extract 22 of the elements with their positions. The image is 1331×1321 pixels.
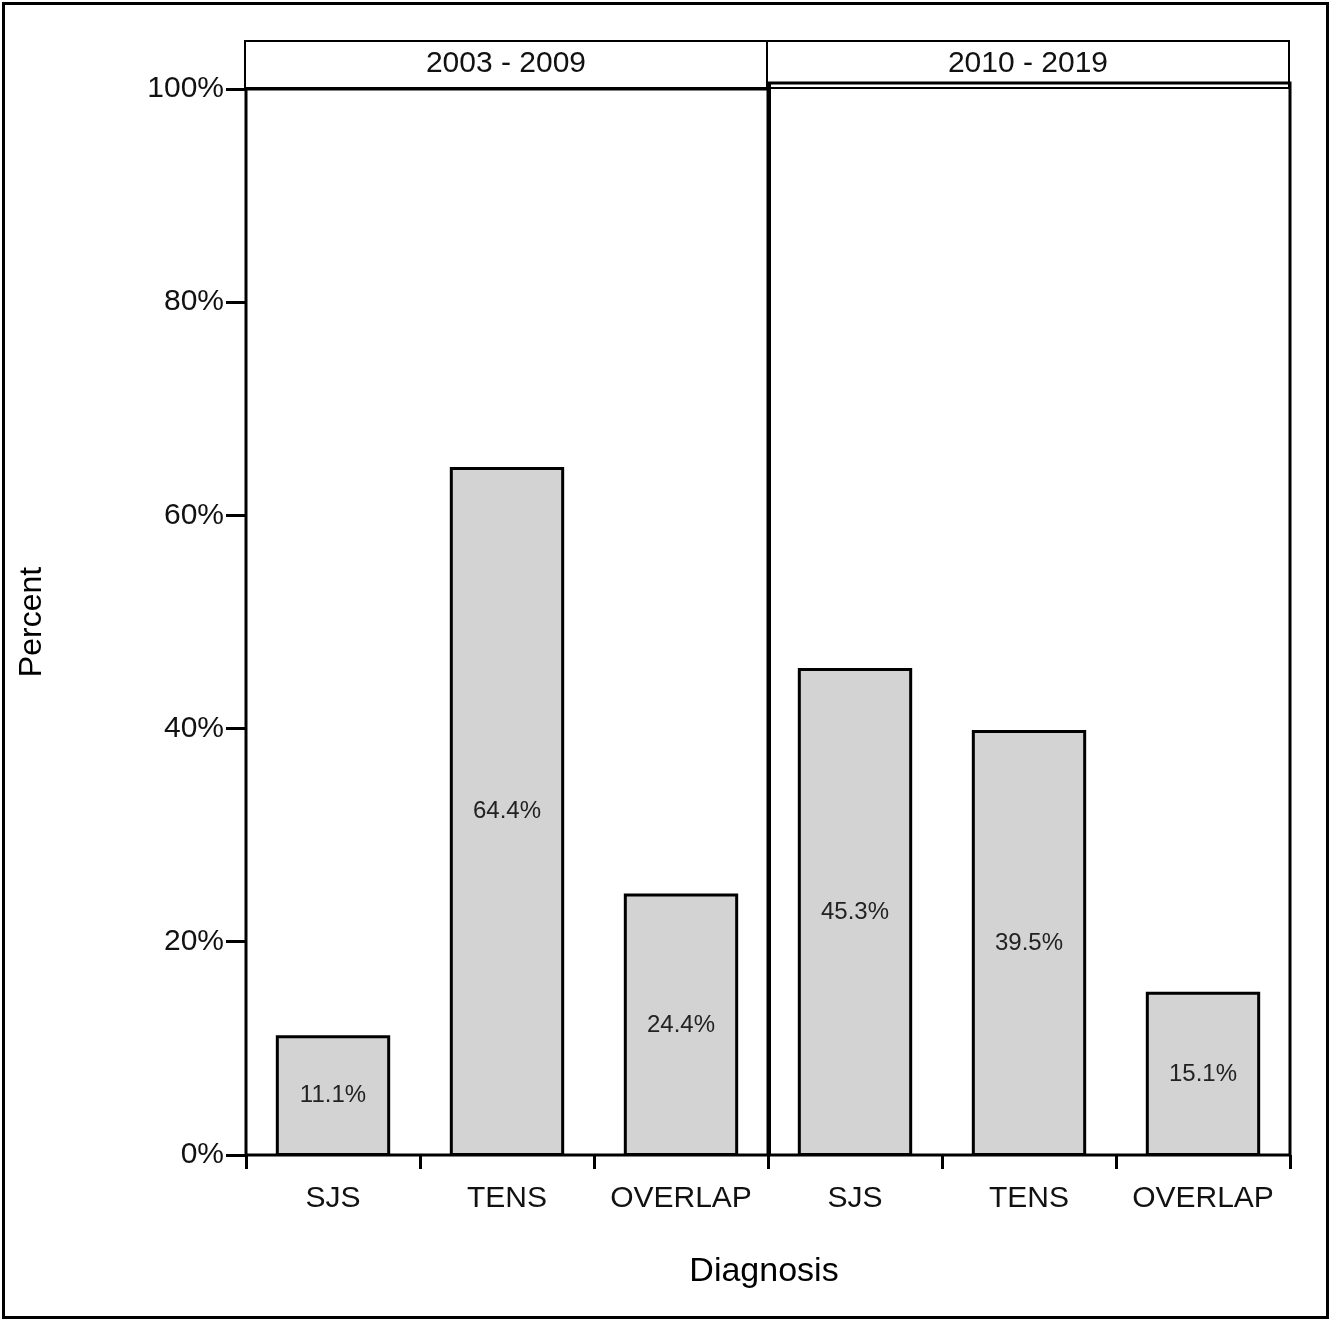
x-tick-label: OVERLAP <box>1132 1180 1274 1214</box>
y-tick-label: 40% <box>163 709 224 743</box>
y-tick-label: 0% <box>180 1136 224 1170</box>
x-tick-label: SJS <box>827 1180 883 1214</box>
x-axis-title: Diagnosis <box>689 1250 839 1289</box>
y-axis-title: Percent <box>11 566 49 678</box>
data-label: 64.4% <box>472 796 542 824</box>
data-label: 45.3% <box>820 896 890 924</box>
data-label: 24.4% <box>646 1009 716 1037</box>
x-tick-label: TENS <box>466 1180 548 1214</box>
chart-title: 2010 - 2019 <box>766 40 1290 89</box>
y-tick-label: 20% <box>163 923 224 957</box>
data-label: 15.1% <box>1168 1058 1238 1086</box>
chart-title: 2003 - 2009 <box>244 40 768 89</box>
y-tick-label: 80% <box>163 283 224 317</box>
x-tick-label: SJS <box>305 1180 361 1214</box>
y-tick-label: 60% <box>163 496 224 530</box>
y-tick-label: 100% <box>147 70 224 104</box>
x-tick-label: OVERLAP <box>610 1180 752 1214</box>
data-label: 11.1% <box>299 1080 367 1108</box>
data-label: 39.5% <box>994 927 1064 955</box>
x-tick-label: TENS <box>988 1180 1070 1214</box>
